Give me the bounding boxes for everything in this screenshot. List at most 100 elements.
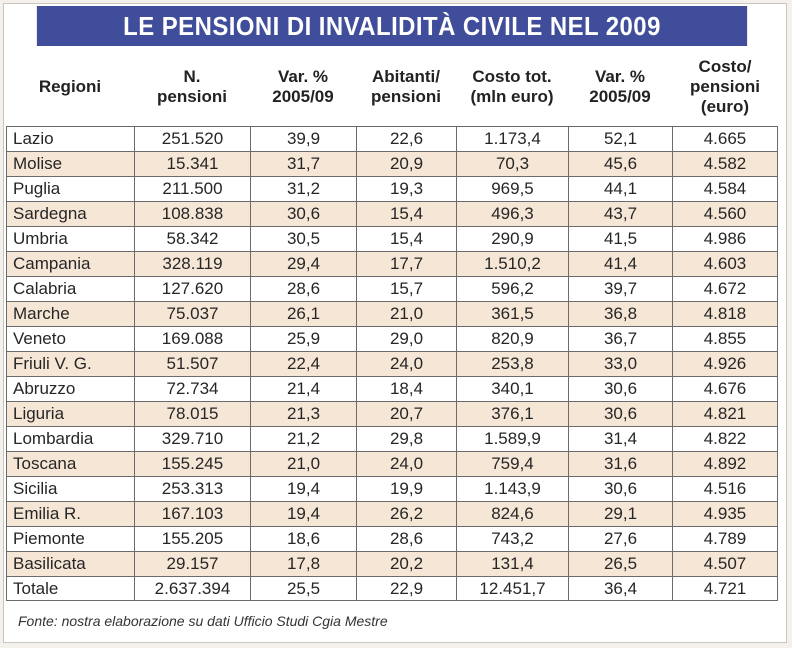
cell-abitanti-pensioni: 29,0 [356, 327, 456, 351]
cell-costo-tot: 131,4 [456, 552, 568, 576]
cell-var-costo: 41,4 [568, 252, 672, 276]
cell-costo-pensioni: 4.516 [672, 477, 778, 501]
cell-var-costo: 27,6 [568, 527, 672, 551]
cell-n-pensioni: 253.313 [134, 477, 250, 501]
cell-var-pensioni: 19,4 [250, 502, 356, 526]
cell-costo-tot: 253,8 [456, 352, 568, 376]
table-row: Lazio 251.520 39,9 22,6 1.173,4 52,1 4.665 [6, 126, 778, 151]
header-regioni: Regioni [38, 77, 102, 96]
cell-var-pensioni: 39,9 [250, 127, 356, 151]
cell-var-pensioni: 21,3 [250, 402, 356, 426]
cell-var-costo: 31,6 [568, 452, 672, 476]
cell-n-pensioni: 75.037 [134, 302, 250, 326]
cell-var-pensioni: 22,4 [250, 352, 356, 376]
cell-abitanti-pensioni: 19,9 [356, 477, 456, 501]
cell-regione: Campania [6, 252, 134, 276]
cell-n-pensioni: 29.157 [134, 552, 250, 576]
cell-costo-pensioni: 4.560 [672, 202, 778, 226]
header-costo-tot: Costo tot. (mln euro) [470, 67, 554, 106]
cell-abitanti-pensioni: 26,2 [356, 502, 456, 526]
cell-costo-tot: 290,9 [456, 227, 568, 251]
cell-n-pensioni: 72.734 [134, 377, 250, 401]
source-note: Fonte: nostra elaborazione su dati Uffic… [6, 604, 778, 638]
cell-abitanti-pensioni: 15,4 [356, 202, 456, 226]
cell-costo-pensioni: 4.584 [672, 177, 778, 201]
cell-costo-pensioni: 4.672 [672, 277, 778, 301]
cell-costo-pensioni: 4.676 [672, 377, 778, 401]
cell-costo-pensioni: 4.603 [672, 252, 778, 276]
cell-costo-tot: 824,6 [456, 502, 568, 526]
cell-n-pensioni: 167.103 [134, 502, 250, 526]
table-row: Friuli V. G. 51.507 22,4 24,0 253,8 33,0 4.926 [6, 351, 778, 376]
cell-var-costo: 39,7 [568, 277, 672, 301]
cell-var-pensioni: 29,4 [250, 252, 356, 276]
cell-costo-pensioni: 4.822 [672, 427, 778, 451]
cell-costo-tot: 969,5 [456, 177, 568, 201]
table-row: Abruzzo 72.734 21,4 18,4 340,1 30,6 4.676 [6, 376, 778, 401]
cell-var-costo: 45,6 [568, 152, 672, 176]
table-row: Toscana 155.245 21,0 24,0 759,4 31,6 4.892 [6, 451, 778, 476]
cell-costo-tot: 759,4 [456, 452, 568, 476]
cell-costo-tot: 376,1 [456, 402, 568, 426]
cell-costo-pensioni: 4.507 [672, 552, 778, 576]
table-row: Totale 2.637.394 25,5 22,9 12.451,7 36,4 4.721 [6, 576, 778, 601]
cell-var-pensioni: 21,2 [250, 427, 356, 451]
cell-var-pensioni: 17,8 [250, 552, 356, 576]
cell-costo-tot: 496,3 [456, 202, 568, 226]
cell-costo-tot: 1.510,2 [456, 252, 568, 276]
cell-regione: Puglia [6, 177, 134, 201]
cell-costo-pensioni: 4.665 [672, 127, 778, 151]
cell-var-costo: 30,6 [568, 477, 672, 501]
cell-n-pensioni: 78.015 [134, 402, 250, 426]
cell-var-pensioni: 19,4 [250, 477, 356, 501]
table-row: Liguria 78.015 21,3 20,7 376,1 30,6 4.821 [6, 401, 778, 426]
cell-regione: Calabria [6, 277, 134, 301]
header-var-costo: Var. % 2005/09 [589, 67, 651, 106]
cell-costo-tot: 1.589,9 [456, 427, 568, 451]
cell-costo-tot: 596,2 [456, 277, 568, 301]
cell-abitanti-pensioni: 24,0 [356, 352, 456, 376]
cell-n-pensioni: 51.507 [134, 352, 250, 376]
cell-regione: Lombardia [6, 427, 134, 451]
cell-abitanti-pensioni: 17,7 [356, 252, 456, 276]
cell-var-costo: 31,4 [568, 427, 672, 451]
cell-n-pensioni: 155.205 [134, 527, 250, 551]
cell-costo-pensioni: 4.892 [672, 452, 778, 476]
cell-n-pensioni: 155.245 [134, 452, 250, 476]
table-row: Basilicata 29.157 17,8 20,2 131,4 26,5 4.507 [6, 551, 778, 576]
cell-n-pensioni: 251.520 [134, 127, 250, 151]
table-row: Umbria 58.342 30,5 15,4 290,9 41,5 4.986 [6, 226, 778, 251]
cell-abitanti-pensioni: 20,2 [356, 552, 456, 576]
table-row: Emilia R. 167.103 19,4 26,2 824,6 29,1 4.935 [6, 501, 778, 526]
cell-abitanti-pensioni: 20,7 [356, 402, 456, 426]
cell-var-costo: 36,8 [568, 302, 672, 326]
cell-regione: Lazio [6, 127, 134, 151]
header-var-pensioni: Var. % 2005/09 [272, 67, 334, 106]
table-row: Piemonte 155.205 18,6 28,6 743,2 27,6 4.789 [6, 526, 778, 551]
cell-var-pensioni: 18,6 [250, 527, 356, 551]
cell-var-pensioni: 31,7 [250, 152, 356, 176]
cell-var-costo: 26,5 [568, 552, 672, 576]
table-row: Sardegna 108.838 30,6 15,4 496,3 43,7 4.560 [6, 201, 778, 226]
cell-abitanti-pensioni: 22,6 [356, 127, 456, 151]
cell-regione: Toscana [6, 452, 134, 476]
cell-var-costo: 30,6 [568, 402, 672, 426]
cell-abitanti-pensioni: 18,4 [356, 377, 456, 401]
table-row: Puglia 211.500 31,2 19,3 969,5 44,1 4.584 [6, 176, 778, 201]
header-abitanti-pensioni: Abitanti/ pensioni [371, 67, 441, 106]
cell-costo-tot: 12.451,7 [456, 577, 568, 601]
cell-var-pensioni: 21,4 [250, 377, 356, 401]
cell-regione: Veneto [6, 327, 134, 351]
cell-var-pensioni: 28,6 [250, 277, 356, 301]
cell-regione: Piemonte [6, 527, 134, 551]
cell-costo-tot: 1.143,9 [456, 477, 568, 501]
cell-regione: Umbria [6, 227, 134, 251]
cell-costo-pensioni: 4.789 [672, 527, 778, 551]
cell-costo-tot: 340,1 [456, 377, 568, 401]
cell-costo-tot: 70,3 [456, 152, 568, 176]
cell-n-pensioni: 15.341 [134, 152, 250, 176]
cell-regione: Sicilia [6, 477, 134, 501]
cell-costo-pensioni: 4.926 [672, 352, 778, 376]
table-row: Calabria 127.620 28,6 15,7 596,2 39,7 4.672 [6, 276, 778, 301]
cell-costo-pensioni: 4.721 [672, 577, 778, 601]
